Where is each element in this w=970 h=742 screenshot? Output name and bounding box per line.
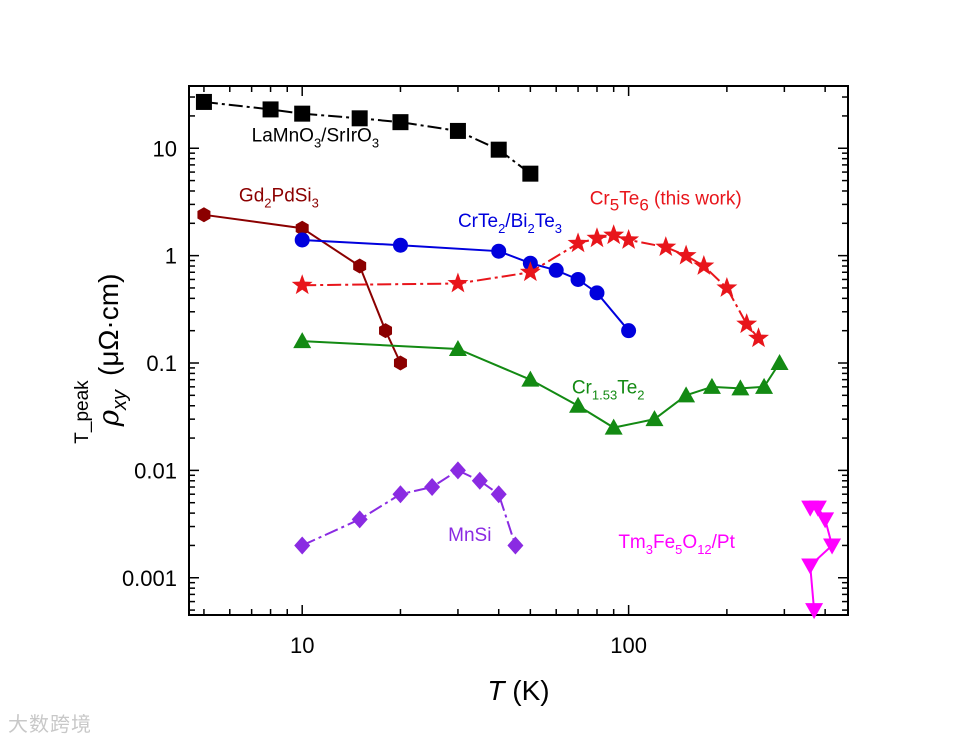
data-point bbox=[736, 313, 758, 334]
series-cr1-53te2: Cr1.53Te2 bbox=[293, 332, 789, 435]
data-point bbox=[294, 536, 311, 555]
y-axis-title-superscript: T_peak bbox=[72, 380, 93, 444]
series-crte2-bi2te3: CrTe2/Bi2Te3 bbox=[294, 211, 637, 339]
data-point bbox=[702, 377, 721, 394]
data-point bbox=[491, 243, 507, 259]
data-point bbox=[262, 101, 279, 118]
data-point bbox=[808, 500, 827, 517]
data-point bbox=[604, 418, 623, 435]
data-point bbox=[424, 478, 441, 497]
data-point bbox=[603, 224, 625, 245]
data-point bbox=[755, 377, 774, 394]
data-point bbox=[675, 244, 697, 265]
data-point bbox=[731, 379, 750, 396]
plot-frame bbox=[188, 85, 849, 616]
series-line bbox=[302, 234, 760, 339]
y-axis-ticks bbox=[189, 96, 848, 611]
y-axis-title-text: ρxy(μΩ·cm) bbox=[92, 274, 131, 428]
data-point bbox=[589, 285, 605, 301]
series-lamno3-sriro3: LaMnO3/SrIrO3 bbox=[195, 93, 539, 182]
data-point bbox=[677, 386, 696, 403]
series-line bbox=[302, 340, 781, 429]
x-axis-ticks bbox=[203, 86, 826, 615]
data-point bbox=[567, 232, 589, 253]
x-axis-title: T (K) bbox=[487, 675, 549, 706]
data-point bbox=[805, 603, 824, 620]
data-point bbox=[586, 227, 608, 248]
data-point bbox=[351, 110, 368, 127]
series-label: Tm3Fe5O12/Pt bbox=[618, 532, 735, 557]
series-label: Cr5Te6 (this work) bbox=[590, 188, 742, 214]
series-cr5te6-this-work-: Cr5Te6 (this work) bbox=[291, 188, 769, 348]
data-point bbox=[716, 276, 738, 297]
data-point bbox=[379, 323, 393, 339]
series-label: CrTe2/Bi2Te3 bbox=[458, 211, 562, 236]
series-tm3fe5o12-pt: Tm3Fe5O12/Pt bbox=[618, 500, 842, 620]
data-point bbox=[392, 485, 409, 504]
data-point bbox=[521, 370, 540, 387]
series-mnsi: MnSi bbox=[294, 461, 524, 555]
series-label: LaMnO3/SrIrO3 bbox=[252, 126, 379, 151]
data-point bbox=[618, 228, 640, 249]
data-point bbox=[621, 323, 637, 339]
data-point bbox=[570, 271, 586, 287]
data-point bbox=[490, 485, 507, 504]
data-point bbox=[447, 272, 469, 293]
data-point bbox=[471, 471, 488, 490]
y-tick-label: 1 bbox=[165, 244, 177, 269]
data-point bbox=[293, 332, 312, 349]
data-point bbox=[294, 232, 310, 248]
data-point bbox=[548, 262, 564, 278]
data-point bbox=[197, 207, 211, 223]
data-point bbox=[507, 536, 524, 555]
data-point bbox=[351, 510, 368, 529]
x-tick-label: 100 bbox=[610, 633, 647, 658]
data-point bbox=[645, 410, 664, 427]
data-point bbox=[748, 327, 769, 348]
series-label: MnSi bbox=[448, 525, 491, 546]
data-point bbox=[569, 396, 588, 413]
series-gd2pdsi3: Gd2PdSi3 bbox=[197, 185, 407, 371]
data-point bbox=[449, 461, 466, 480]
y-axis-title: ρxy(μΩ·cm)T_peak bbox=[72, 274, 131, 444]
series-line bbox=[301, 469, 517, 547]
data-point bbox=[393, 355, 407, 371]
y-tick-label: 0.001 bbox=[122, 566, 177, 591]
plot-area: 10 100 0.001 0.01 0.1 1 10 T (K) ρxy(μΩ·cm)T_pea… bbox=[72, 85, 849, 706]
data-point bbox=[449, 122, 466, 139]
data-point bbox=[294, 105, 311, 122]
series-label: Cr1.53Te2 bbox=[572, 378, 645, 403]
data-point bbox=[816, 512, 835, 529]
data-point bbox=[519, 261, 541, 282]
data-point bbox=[295, 220, 309, 236]
data-point bbox=[490, 141, 507, 158]
data-point bbox=[693, 255, 715, 275]
x-tick-label: 10 bbox=[290, 633, 314, 658]
data-point bbox=[801, 558, 820, 575]
watermark: 大数跨境 bbox=[8, 712, 92, 736]
y-tick-label: 10 bbox=[153, 136, 177, 161]
data-point bbox=[392, 237, 408, 253]
data-point bbox=[522, 165, 539, 182]
data-point bbox=[770, 354, 789, 371]
series-label: Gd2PdSi3 bbox=[239, 185, 319, 210]
data-point bbox=[392, 114, 409, 131]
data-point bbox=[195, 93, 212, 110]
y-tick-label: 0.1 bbox=[146, 351, 177, 376]
y-tick-label: 0.01 bbox=[134, 458, 177, 483]
data-point bbox=[291, 274, 313, 295]
data-point bbox=[448, 340, 467, 357]
data-point bbox=[823, 538, 842, 555]
data-point bbox=[353, 258, 367, 274]
data-point bbox=[655, 236, 677, 257]
